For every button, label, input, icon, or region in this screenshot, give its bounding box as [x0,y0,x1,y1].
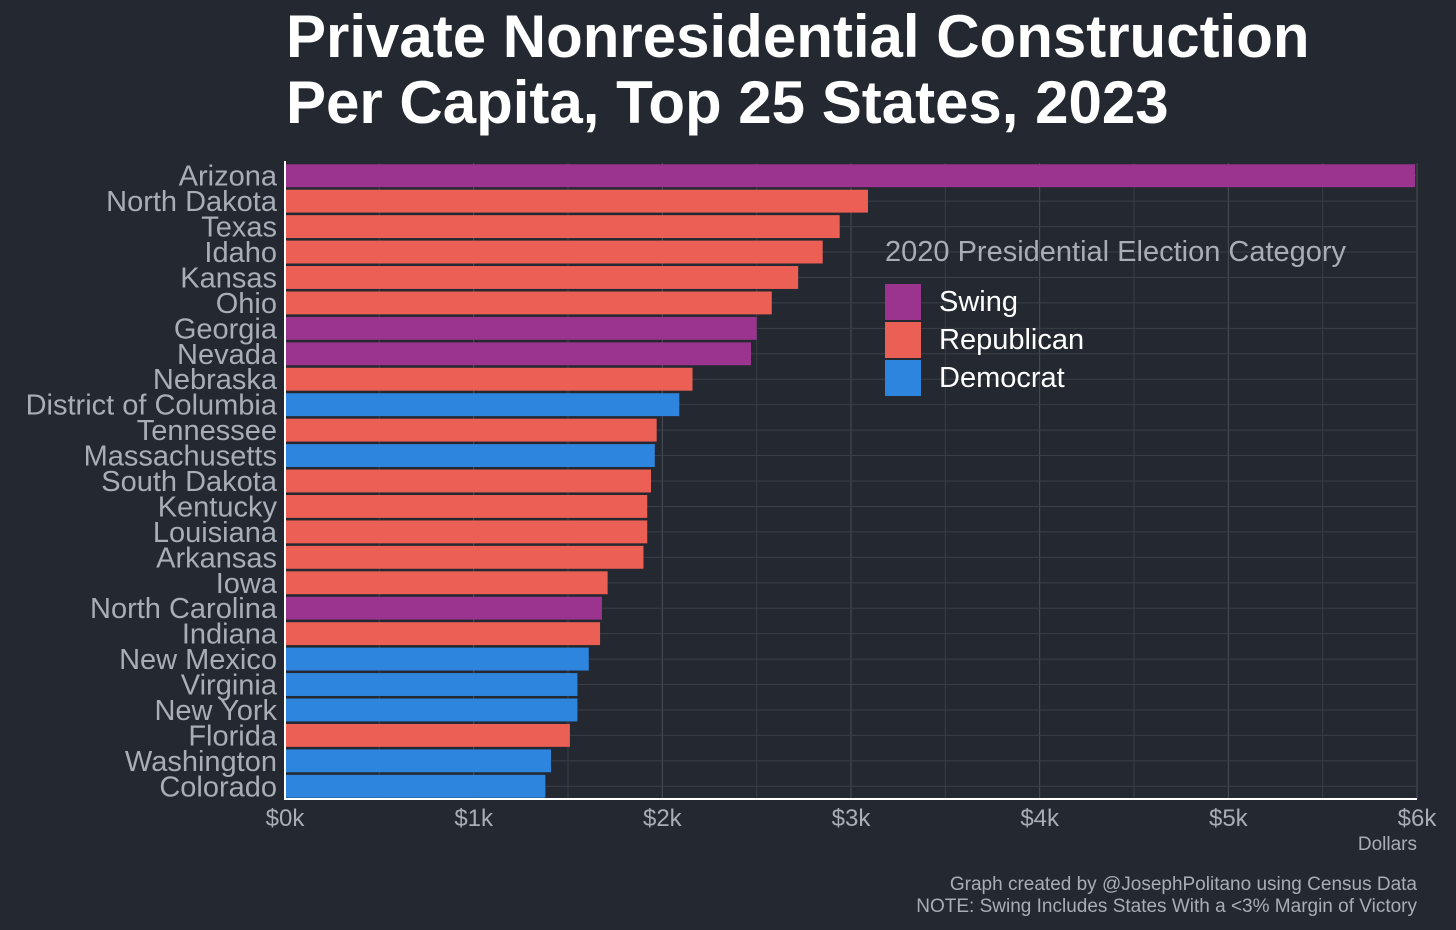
category-label-kentucky: Kentucky [158,491,278,523]
legend-swatch-democrat [885,360,921,396]
bar-virginia [285,673,578,696]
legend-label-republican: Republican [939,323,1085,356]
x-tick-label: $4k [1020,805,1060,832]
bar-iowa [285,571,608,595]
x-tick-label: $6k [1398,805,1438,832]
legend-item-swing: Swing [885,283,1346,321]
legend-item-democrat: Democrat [885,359,1346,397]
category-label-north-carolina: North Carolina [90,593,278,625]
category-label-nebraska: Nebraska [153,364,278,396]
category-label-new-york: New York [154,695,277,727]
category-label-north-dakota: North Dakota [106,186,278,218]
category-label-nevada: Nevada [177,339,278,371]
bar-north-dakota [285,189,868,213]
category-label-georgia: Georgia [174,313,278,345]
bar-georgia [285,316,757,340]
bar-new-york [285,698,578,722]
category-label-colorado: Colorado [159,771,277,803]
bar-washington [285,749,552,773]
bar-louisiana [285,520,648,544]
category-label-arizona: Arizona [179,161,278,193]
x-tick-label: $3k [832,805,872,832]
chart-title-line-2: Per Capita, Top 25 States, 2023 [286,69,1169,136]
category-label-louisiana: Louisiana [153,517,278,549]
bar-colorado [285,774,546,798]
x-tick-label: $1k [454,805,494,832]
bar-kentucky [285,494,648,518]
category-label-florida: Florida [188,720,278,752]
legend-swatch-republican [885,322,921,358]
legend-label-democrat: Democrat [939,361,1065,394]
bar-indiana [285,622,601,646]
legend: 2020 Presidential Election Category Swin… [885,236,1346,397]
bar-ohio [285,291,772,315]
bar-district-of-columbia [285,393,680,417]
legend-label-swing: Swing [939,285,1018,318]
bar-massachusetts [285,444,655,468]
category-label-virginia: Virginia [181,670,278,702]
category-label-washington: Washington [125,746,277,778]
category-label-new-mexico: New Mexico [119,644,277,676]
category-label-district-of-columbia: District of Columbia [26,390,278,422]
x-tick-label: $0k [266,805,306,832]
bar-tennessee [285,418,657,442]
bar-arizona [285,164,1416,188]
bar-idaho [285,240,823,264]
chart-title-line-1: Private Nonresidential Construction [286,3,1310,70]
credits: Graph created by @JosephPolitano using C… [916,874,1417,918]
bar-kansas [285,266,799,289]
legend-title: 2020 Presidential Election Category [885,236,1347,268]
category-label-arkansas: Arkansas [156,542,277,574]
category-label-indiana: Indiana [182,619,278,651]
category-label-texas: Texas [201,212,277,244]
x-axis-label: Dollars [1358,834,1417,855]
category-label-ohio: Ohio [216,288,277,320]
credit-line: Graph created by @JosephPolitano using C… [949,874,1417,895]
note-line: NOTE: Swing Includes States With a <3% M… [916,896,1417,917]
bar-north-carolina [285,596,602,620]
bar-nevada [285,342,752,366]
chart-title: Private Nonresidential Construction Per … [286,4,1436,136]
category-label-idaho: Idaho [204,237,277,269]
bar-arkansas [285,545,644,569]
legend-swatch-swing [885,284,921,320]
bar-south-dakota [285,469,652,493]
bar-texas [285,215,840,239]
x-tick-label: $2k [643,805,683,832]
bar-new-mexico [285,647,589,671]
category-label-south-dakota: South Dakota [101,466,278,498]
x-tick-label: $5k [1209,805,1249,832]
category-label-massachusetts: Massachusetts [84,441,277,473]
category-label-iowa: Iowa [216,568,278,600]
bar-nebraska [285,367,693,391]
legend-item-republican: Republican [885,321,1346,359]
category-label-tennessee: Tennessee [137,415,277,447]
category-label-kansas: Kansas [180,262,277,294]
bar-florida [285,723,570,747]
